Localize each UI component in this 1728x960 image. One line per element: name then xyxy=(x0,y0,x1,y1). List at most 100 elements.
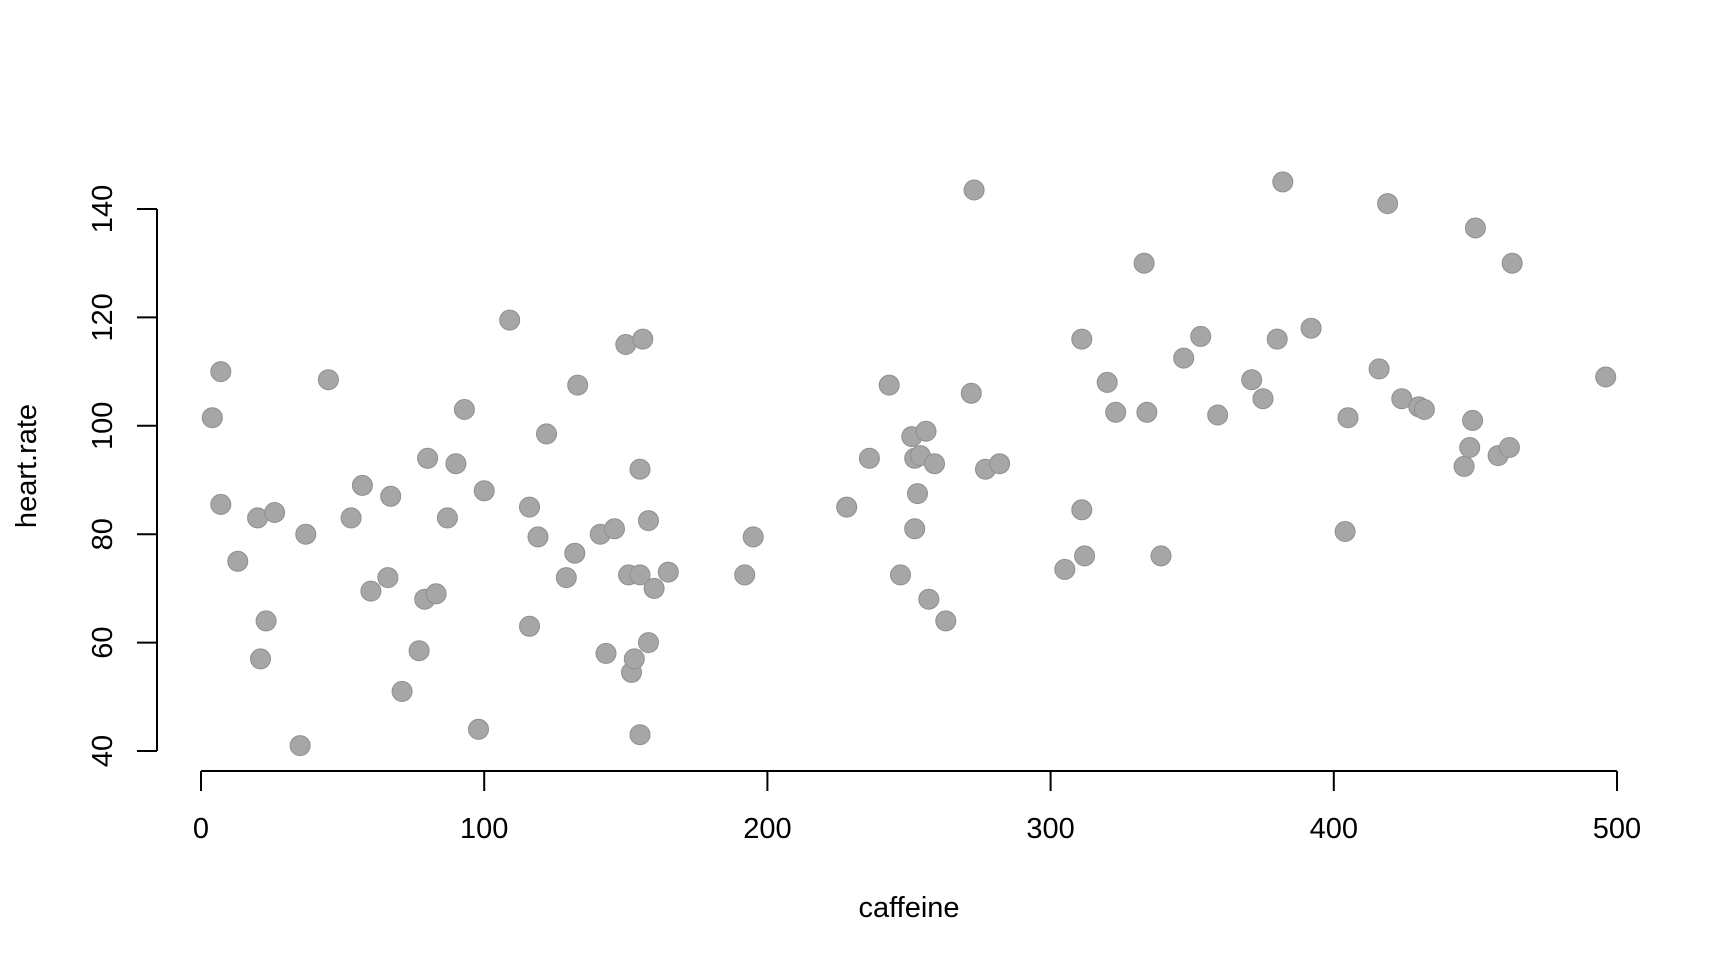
data-point xyxy=(629,458,651,480)
data-point xyxy=(1096,371,1118,393)
data-point xyxy=(890,564,911,586)
data-point xyxy=(210,361,232,383)
data-point xyxy=(1136,401,1158,423)
x-axis-title: caffeine xyxy=(858,892,959,924)
data-point xyxy=(1462,409,1484,431)
data-point xyxy=(264,502,286,523)
data-point xyxy=(1453,455,1475,477)
data-point xyxy=(453,399,475,420)
data-point xyxy=(408,640,430,662)
data-point xyxy=(1464,217,1486,239)
data-point xyxy=(1241,369,1263,391)
data-point xyxy=(391,680,413,702)
data-point xyxy=(1501,252,1523,274)
data-point xyxy=(250,648,271,670)
data-point xyxy=(1071,328,1093,350)
y-tick-label: 100 xyxy=(87,402,119,450)
data-point xyxy=(289,735,311,757)
data-point xyxy=(468,718,489,740)
data-point xyxy=(1173,347,1195,369)
data-point xyxy=(436,507,458,529)
data-point xyxy=(638,510,659,532)
data-point xyxy=(629,564,651,586)
data-point xyxy=(1133,252,1155,274)
data-point xyxy=(935,610,957,632)
data-point xyxy=(519,615,540,637)
data-point xyxy=(380,485,402,507)
data-point xyxy=(519,496,540,518)
data-point xyxy=(604,518,625,540)
data-point xyxy=(858,447,880,469)
data-point xyxy=(629,724,651,746)
data-point xyxy=(960,382,982,404)
data-point xyxy=(1377,193,1399,215)
y-tick-label: 140 xyxy=(87,185,119,233)
y-tick-label: 60 xyxy=(87,626,119,658)
y-tick-label: 80 xyxy=(87,518,119,550)
points-layer xyxy=(201,171,1617,757)
data-point xyxy=(1150,545,1172,567)
x-tick-label: 200 xyxy=(743,813,791,845)
data-point xyxy=(255,610,277,632)
data-point xyxy=(295,523,317,545)
data-point xyxy=(742,526,764,548)
y-tick-label: 120 xyxy=(87,293,119,341)
data-point xyxy=(1300,317,1322,339)
data-point xyxy=(1272,171,1294,193)
data-point xyxy=(1190,325,1212,347)
data-point xyxy=(1252,388,1274,410)
data-point xyxy=(567,374,589,396)
data-point xyxy=(536,423,557,445)
x-tick-label: 500 xyxy=(1593,813,1641,845)
data-point xyxy=(1074,545,1096,567)
x-tick-label: 300 xyxy=(1026,813,1074,845)
data-point xyxy=(1266,328,1288,350)
x-tick-label: 0 xyxy=(193,813,209,845)
data-point xyxy=(904,518,926,540)
data-point xyxy=(836,496,858,518)
data-point xyxy=(734,564,756,586)
data-point xyxy=(201,407,223,429)
data-point xyxy=(317,369,339,391)
data-point xyxy=(1105,401,1127,423)
data-point xyxy=(1459,437,1481,458)
data-point xyxy=(1054,558,1076,580)
data-point xyxy=(638,632,659,654)
data-point xyxy=(360,580,382,602)
data-point xyxy=(417,447,439,469)
data-point xyxy=(657,561,679,583)
y-axis-ticks: 40 60 80 100 120 140 xyxy=(87,185,157,767)
data-point xyxy=(1595,366,1617,388)
data-point xyxy=(907,483,928,505)
data-point xyxy=(632,328,654,350)
data-point xyxy=(1498,437,1520,458)
data-point xyxy=(989,453,1011,475)
data-point xyxy=(595,642,617,664)
data-point xyxy=(1337,407,1359,429)
data-point xyxy=(1368,358,1390,380)
data-point xyxy=(210,493,232,515)
data-point xyxy=(445,453,467,475)
data-point xyxy=(351,474,373,496)
data-point xyxy=(963,179,985,201)
data-point xyxy=(340,507,362,529)
y-axis-title: heart.rate xyxy=(11,404,43,528)
data-point xyxy=(915,420,937,442)
data-point xyxy=(1391,388,1413,410)
data-point xyxy=(527,526,549,548)
data-point xyxy=(473,480,495,502)
data-point xyxy=(1413,399,1435,420)
data-point xyxy=(918,588,940,610)
data-point xyxy=(425,583,447,605)
data-point xyxy=(1071,499,1093,521)
data-point xyxy=(1207,404,1229,426)
y-tick-label: 40 xyxy=(87,735,119,767)
data-point xyxy=(878,374,900,396)
x-tick-label: 400 xyxy=(1310,813,1358,845)
data-point xyxy=(643,577,665,599)
data-point xyxy=(924,453,945,475)
data-point xyxy=(377,567,399,589)
data-point xyxy=(227,550,249,572)
data-point xyxy=(1334,521,1356,542)
